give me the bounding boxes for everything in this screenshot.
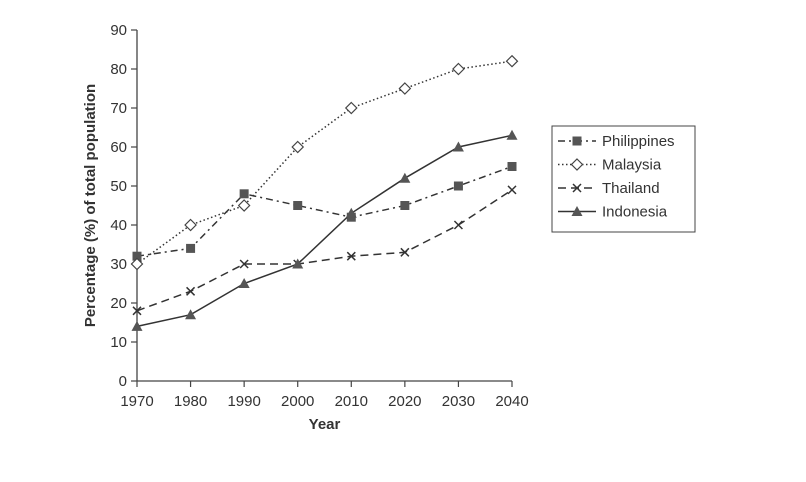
data-point-philippines [400, 201, 410, 210]
legend-marker-malaysia [570, 158, 584, 171]
series-group [130, 54, 519, 331]
x-tick-label: 2030 [442, 393, 475, 410]
legend-marker-indonesia [571, 206, 583, 216]
legend-item-philippines: Philippines [558, 133, 675, 150]
x-axis-title: Year [309, 416, 341, 433]
data-point-malaysia [130, 257, 144, 271]
legend-label-malaysia: Malaysia [602, 157, 662, 174]
data-point-indonesia [345, 207, 357, 218]
data-point-thailand [507, 185, 517, 195]
data-point-philippines [239, 189, 249, 199]
legend-label-thailand: Thailand [602, 180, 660, 197]
y-tick-label: 0 [119, 373, 127, 390]
data-point-philippines [453, 181, 463, 191]
series-line-thailand [136, 189, 513, 312]
x-tick-label: 2000 [281, 393, 314, 410]
legend: Philippines Malaysia Thailand Indonesia [551, 125, 696, 233]
legend-label-philippines: Philippines [602, 133, 675, 150]
data-point-malaysia [344, 101, 358, 115]
x-tick-label: 1970 [120, 393, 153, 410]
data-point-malaysia [505, 54, 519, 68]
y-tick-label: 60 [110, 139, 127, 156]
y-tick-label: 30 [110, 256, 127, 273]
data-point-thailand [400, 247, 410, 257]
series-indonesia [131, 129, 518, 331]
x-tick-label: 1990 [227, 393, 260, 410]
data-point-malaysia [398, 82, 412, 95]
y-tick-label: 50 [110, 178, 127, 195]
data-point-thailand [346, 251, 356, 261]
legend-item-indonesia: Indonesia [558, 204, 668, 221]
legend-label-indonesia: Indonesia [602, 204, 668, 221]
y-axis-title: Percentage (%) of total population [82, 84, 99, 327]
data-point-malaysia [291, 140, 305, 154]
y-tick-label: 40 [110, 217, 127, 234]
x-ticks: 1970 1980 1990 2000 2010 2020 2030 2040 [120, 381, 529, 410]
data-point-malaysia [184, 218, 197, 232]
data-point-indonesia [292, 258, 304, 269]
x-tick-label: 2040 [495, 393, 528, 410]
data-point-thailand [453, 220, 463, 230]
data-point-indonesia [131, 320, 143, 331]
legend-item-thailand: Thailand [558, 180, 660, 197]
x-tick-label: 2010 [335, 393, 368, 410]
y-tick-label: 90 [110, 22, 127, 39]
data-point-indonesia [399, 172, 411, 183]
legend-marker-thailand [572, 183, 582, 193]
legend-marker-philippines [572, 136, 582, 146]
data-point-philippines [186, 243, 196, 253]
data-point-indonesia [506, 129, 518, 140]
y-tick-label: 20 [110, 295, 127, 312]
data-point-philippines [293, 201, 303, 210]
data-point-indonesia [238, 278, 250, 288]
data-point-indonesia [452, 141, 464, 152]
y-tick-label: 80 [110, 61, 127, 78]
axes [136, 30, 512, 382]
x-tick-label: 2020 [388, 393, 421, 410]
series-line-indonesia [136, 134, 513, 328]
series-philippines [132, 162, 517, 261]
series-line-malaysia [136, 60, 513, 265]
data-point-malaysia [452, 62, 465, 76]
data-point-thailand [186, 286, 196, 296]
data-point-malaysia [237, 199, 251, 212]
series-line-philippines [136, 165, 513, 257]
x-tick-label: 1980 [174, 393, 207, 410]
legend-item-malaysia: Malaysia [558, 157, 662, 174]
y-tick-label: 70 [110, 100, 127, 117]
data-point-thailand [239, 259, 249, 269]
data-point-philippines [507, 162, 517, 171]
series-thailand [132, 185, 517, 316]
y-tick-label: 10 [110, 334, 127, 351]
data-point-thailand [132, 306, 142, 316]
data-point-philippines [132, 251, 142, 261]
series-malaysia [130, 54, 519, 271]
y-ticks: 0 10 20 30 40 50 60 70 80 90 [110, 22, 137, 390]
data-point-indonesia [185, 309, 197, 320]
